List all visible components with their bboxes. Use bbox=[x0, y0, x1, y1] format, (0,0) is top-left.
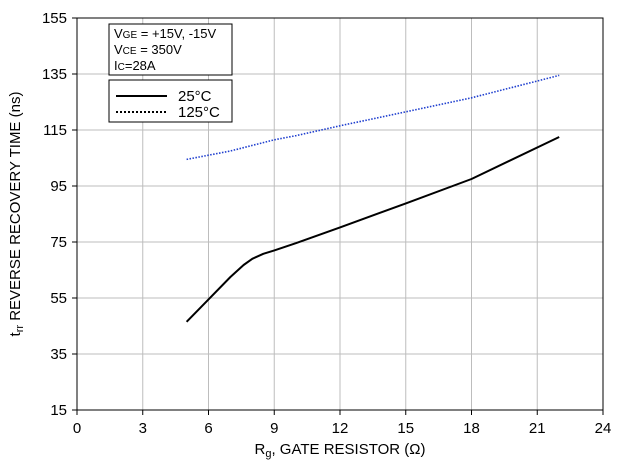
y-tick-label: 135 bbox=[42, 66, 67, 83]
y-tick-label: 155 bbox=[42, 10, 67, 27]
series bbox=[185, 74, 560, 323]
x-tick-label: 9 bbox=[270, 420, 278, 437]
x-tick-label: 0 bbox=[73, 420, 81, 437]
x-tick-label: 12 bbox=[332, 420, 349, 437]
series-line-25c bbox=[185, 136, 560, 323]
y-tick-label: 75 bbox=[50, 234, 67, 251]
x-tick-label: 18 bbox=[463, 420, 480, 437]
condition-vge: VGE = +15V, -15V bbox=[114, 26, 216, 41]
y-axis-label: trr REVERSE RECOVERY TIME (ns) bbox=[7, 92, 26, 337]
legend-label-125c: 125°C bbox=[178, 104, 220, 121]
legend-frame bbox=[108, 79, 233, 123]
y-tick-label: 95 bbox=[50, 178, 67, 195]
legend: 25°C 125°C bbox=[108, 79, 233, 123]
y-tick-label: 15 bbox=[50, 402, 67, 419]
condition-ic: IC=28A bbox=[114, 58, 156, 73]
conditions-box-frame bbox=[108, 23, 233, 76]
y-tick-label: 35 bbox=[50, 346, 67, 363]
grid bbox=[76, 17, 604, 411]
x-tick-label: 3 bbox=[139, 420, 147, 437]
legend-label-25c: 25°C bbox=[178, 88, 212, 105]
series-line-125c bbox=[186, 74, 560, 161]
y-tick-label: 115 bbox=[43, 122, 67, 139]
x-tick-label: 24 bbox=[595, 420, 612, 437]
ticks: 0 3 6 9 12 15 18 21 24 15 35 55 75 95 115 135 155 bbox=[42, 10, 611, 437]
x-axis-label: Rg, GATE RESISTOR (Ω) bbox=[255, 441, 426, 460]
x-tick-label: 15 bbox=[397, 420, 414, 437]
y-tick-label: 55 bbox=[50, 290, 67, 307]
x-tick-label: 21 bbox=[529, 420, 546, 437]
condition-vce: VCE = 350V bbox=[114, 42, 182, 57]
x-tick-label: 6 bbox=[204, 420, 212, 437]
conditions-box: VGE = +15V, -15V VCE = 350V IC=28A bbox=[108, 23, 233, 76]
